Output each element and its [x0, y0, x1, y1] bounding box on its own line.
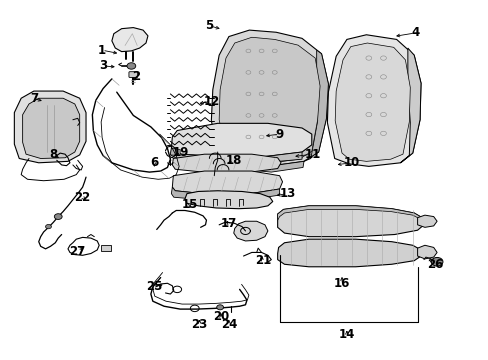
Text: 17: 17 — [220, 217, 237, 230]
Circle shape — [430, 257, 442, 266]
Text: 18: 18 — [225, 154, 242, 167]
Polygon shape — [172, 171, 282, 194]
Text: 11: 11 — [304, 148, 320, 161]
Text: 7: 7 — [30, 92, 38, 105]
Text: 15: 15 — [182, 198, 198, 211]
Bar — [101, 244, 111, 251]
Circle shape — [216, 305, 223, 310]
Polygon shape — [112, 28, 148, 51]
Circle shape — [127, 63, 136, 69]
Text: 8: 8 — [49, 148, 58, 161]
Text: 19: 19 — [173, 145, 189, 158]
Polygon shape — [172, 154, 281, 172]
Text: 26: 26 — [427, 258, 443, 271]
Polygon shape — [22, 98, 80, 158]
Text: 1: 1 — [98, 44, 106, 57]
Polygon shape — [219, 37, 320, 163]
Text: 20: 20 — [213, 310, 229, 324]
Text: 6: 6 — [150, 156, 158, 169]
FancyBboxPatch shape — [129, 72, 138, 77]
Text: 12: 12 — [203, 95, 219, 108]
Polygon shape — [14, 91, 86, 163]
Polygon shape — [277, 206, 423, 237]
Polygon shape — [171, 187, 279, 200]
Text: 27: 27 — [69, 244, 86, 257]
Polygon shape — [400, 48, 420, 163]
Polygon shape — [304, 50, 328, 161]
Text: 23: 23 — [191, 318, 207, 331]
Circle shape — [45, 225, 51, 229]
Polygon shape — [327, 35, 420, 166]
Polygon shape — [170, 148, 302, 163]
Polygon shape — [171, 123, 311, 157]
Text: 3: 3 — [99, 59, 107, 72]
Polygon shape — [217, 156, 304, 172]
Text: 14: 14 — [338, 328, 354, 341]
Text: 16: 16 — [333, 278, 349, 291]
Text: 25: 25 — [146, 280, 162, 293]
Polygon shape — [233, 221, 267, 241]
Text: 21: 21 — [254, 254, 271, 267]
Polygon shape — [211, 30, 328, 166]
Text: 10: 10 — [343, 156, 359, 169]
Polygon shape — [170, 148, 180, 156]
Polygon shape — [417, 245, 436, 259]
Polygon shape — [277, 239, 420, 267]
Text: 4: 4 — [410, 27, 418, 40]
Text: 5: 5 — [205, 19, 213, 32]
Text: 13: 13 — [279, 187, 295, 200]
Polygon shape — [417, 215, 436, 227]
Polygon shape — [184, 191, 272, 209]
Circle shape — [54, 214, 62, 220]
Polygon shape — [334, 43, 409, 161]
Text: 22: 22 — [74, 191, 91, 204]
Polygon shape — [277, 206, 423, 220]
Text: 9: 9 — [275, 127, 283, 141]
Text: 24: 24 — [220, 318, 237, 331]
Text: 2: 2 — [132, 69, 140, 82]
